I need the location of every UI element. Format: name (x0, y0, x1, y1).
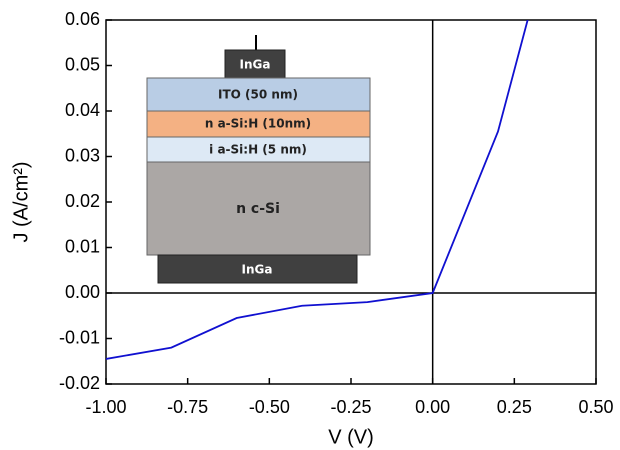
x-tick-label: -0.50 (249, 397, 290, 417)
y-tick-label: 0.01 (65, 236, 100, 256)
x-tick-label: 0.00 (415, 397, 450, 417)
layer-label: ITO (50 nm) (218, 88, 298, 102)
y-tick-label: 0.00 (65, 282, 100, 302)
x-tick-label: 0.50 (578, 397, 613, 417)
top-contact (224, 49, 286, 79)
i-asi-layer (146, 136, 371, 163)
y-tick-label: -0.02 (59, 373, 100, 393)
top-contact-label: InGa (240, 58, 271, 72)
y-axis-label: J (A/cm²) (10, 161, 32, 242)
y-tick-label: 0.02 (65, 191, 100, 211)
x-tick-label: -0.25 (330, 397, 371, 417)
data-line (106, 20, 529, 360)
x-tick-label: 0.25 (497, 397, 532, 417)
layer-stack-inset: InGa ITO (50 nm) n a-Si:H (10nm) i a-Si:… (146, 35, 371, 284)
n-asi-layer (146, 110, 371, 138)
layer-label: i a-Si:H (5 nm) (209, 143, 307, 157)
y-tick-label: 0.05 (65, 54, 100, 74)
y-tick-label: 0.06 (65, 9, 100, 29)
y-tick-label: 0.03 (65, 145, 100, 165)
csi-layer (146, 161, 371, 256)
bottom-contact-label: InGa (242, 263, 273, 277)
bottom-contact (157, 254, 358, 284)
layer-label: n c-Si (236, 201, 280, 217)
x-tick-label: -1.00 (85, 397, 126, 417)
x-tick-label: -0.75 (167, 397, 208, 417)
layer-label: n a-Si:H (10nm) (205, 117, 311, 131)
x-axis-label: V (V) (328, 426, 374, 448)
y-tick-label: 0.04 (65, 100, 100, 120)
ito-layer (146, 77, 371, 112)
y-tick-label: -0.01 (59, 327, 100, 347)
